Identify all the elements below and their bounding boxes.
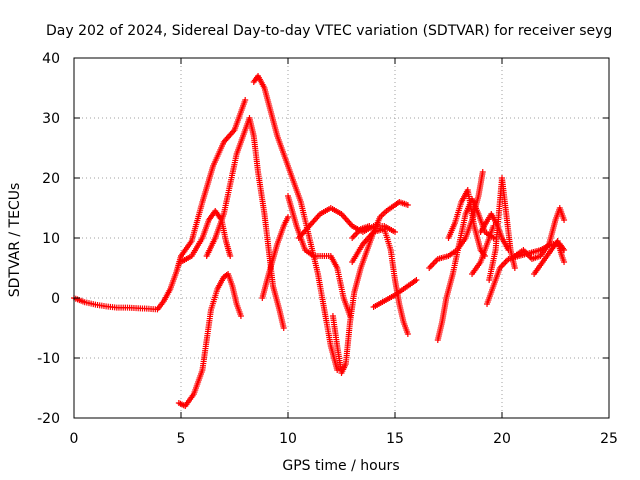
series-track-late-b — [434, 196, 497, 343]
series-track-late-i — [469, 223, 497, 277]
series-track-late-h — [477, 211, 512, 253]
series-track-cross-a — [285, 193, 354, 319]
y-tick-label: 30 — [42, 111, 60, 127]
grid-lines — [74, 58, 609, 418]
data-point — [280, 325, 287, 331]
y-tick-label: -10 — [37, 351, 60, 367]
series-track-gap — [349, 223, 373, 241]
data-point — [242, 97, 249, 103]
data-point — [285, 214, 291, 220]
y-tick-label: 10 — [42, 231, 60, 247]
data-point — [404, 202, 411, 208]
series-markers — [71, 73, 568, 409]
series-track-quiet — [71, 253, 184, 313]
series-track-mid — [259, 214, 291, 301]
y-tick-label: -20 — [37, 411, 60, 427]
x-tick-label: 25 — [600, 431, 618, 447]
data-point — [227, 253, 234, 259]
data-point — [561, 217, 568, 223]
x-tick-label: 15 — [386, 431, 404, 447]
data-point — [561, 259, 568, 265]
axis-ticks: 0 5 10 15 20 25 -20 -10 0 10 20 30 40 — [37, 51, 618, 447]
data-point — [334, 367, 341, 373]
x-tick-label: 0 — [70, 431, 79, 447]
series-track-rise-a — [178, 97, 249, 259]
series-track-late-g — [531, 238, 568, 277]
data-point — [237, 313, 244, 319]
data-point — [490, 223, 497, 229]
series-track-peak-a — [203, 115, 287, 331]
data-point — [505, 247, 512, 253]
x-tick-label: 5 — [177, 431, 186, 447]
chart-title: Day 202 of 2024, Sidereal Day-to-day VTE… — [46, 23, 612, 39]
y-axis-label: SDTVAR / TECUs — [7, 183, 23, 298]
series-track-peak-b — [250, 73, 341, 373]
y-tick-label: 40 — [42, 51, 60, 67]
series-track-late-f — [511, 205, 568, 262]
x-tick-label: 20 — [493, 431, 511, 447]
data-point — [392, 229, 398, 235]
x-tick-label: 10 — [279, 431, 297, 447]
y-tick-label: 0 — [51, 291, 60, 307]
series-track-hump — [178, 208, 234, 265]
data-point — [366, 223, 373, 229]
series-track-lower — [175, 271, 244, 409]
series-track-short — [370, 277, 420, 310]
data-point — [413, 277, 420, 283]
y-tick-label: 20 — [42, 171, 60, 187]
data-point — [479, 169, 486, 175]
x-axis-label: GPS time / hours — [282, 458, 399, 474]
data-point — [404, 331, 411, 337]
series-track-late-c — [445, 187, 488, 259]
data-point — [511, 265, 518, 271]
